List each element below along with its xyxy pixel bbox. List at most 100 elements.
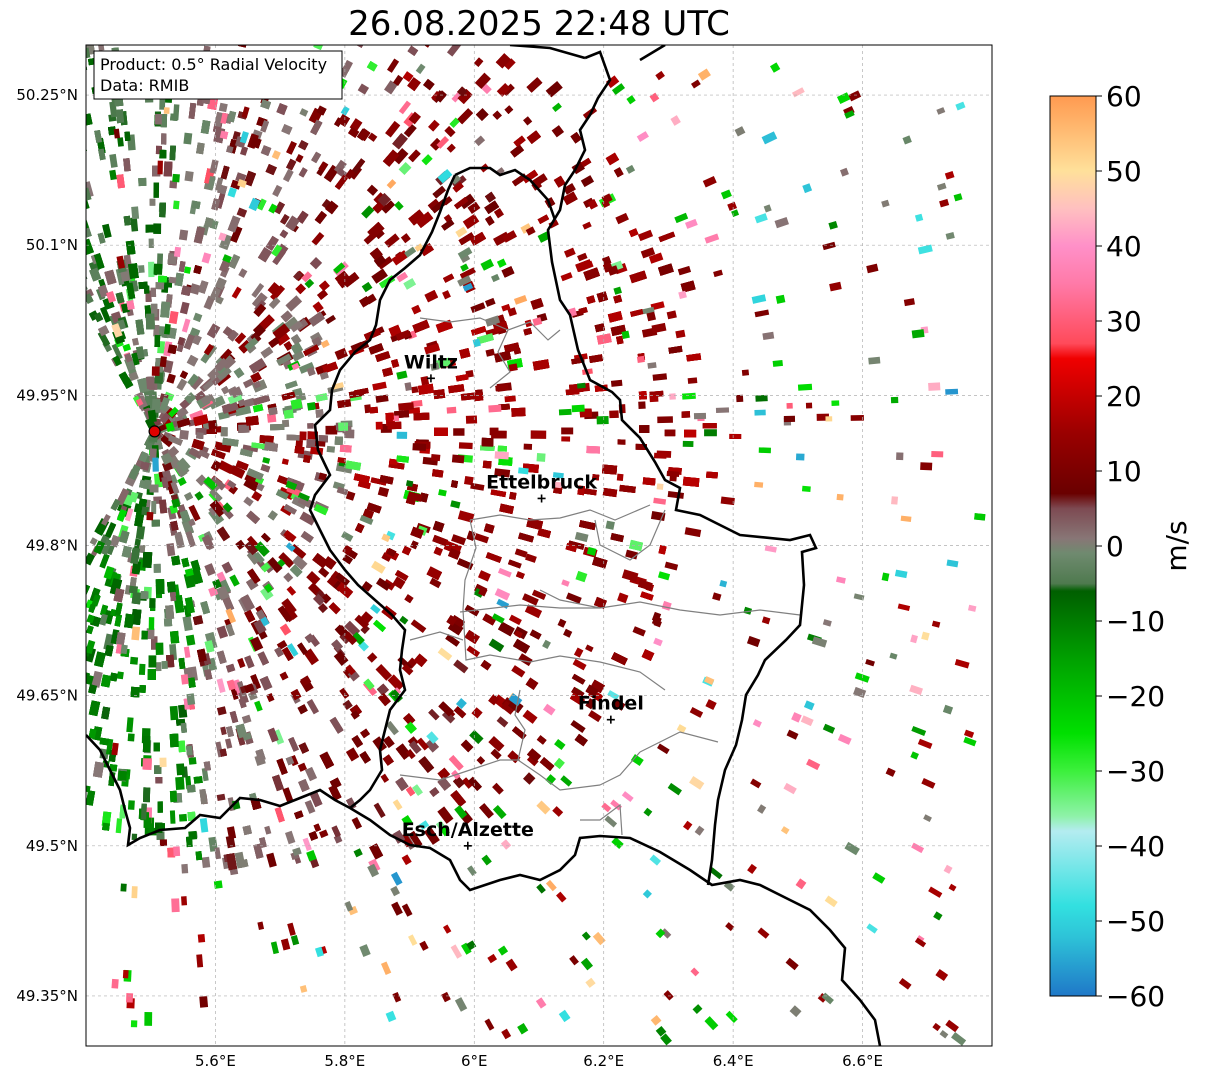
velocity-cell	[641, 649, 655, 661]
velocity-cell	[290, 479, 305, 492]
velocity-cell	[615, 212, 629, 225]
velocity-cell	[351, 735, 364, 748]
velocity-cell	[48, 631, 61, 646]
velocity-cell	[394, 569, 409, 582]
velocity-cell	[51, 788, 60, 797]
velocity-cell	[298, 140, 309, 151]
velocity-cell	[88, 604, 96, 613]
velocity-cell	[10, 164, 23, 178]
velocity-cell	[179, 301, 190, 315]
velocity-cell	[222, 595, 235, 612]
velocity-cell	[158, 823, 165, 830]
velocity-cell	[41, 662, 51, 673]
velocity-cell	[35, 762, 45, 778]
velocity-cell	[369, 0, 380, 9]
velocity-cell	[360, 611, 374, 624]
velocity-cell	[616, 473, 624, 481]
velocity-cell	[372, 736, 388, 753]
velocity-cell	[554, 739, 566, 750]
velocity-cell	[222, 437, 239, 447]
velocity-cell	[337, 457, 347, 464]
velocity-cell	[573, 647, 584, 658]
velocity-cell	[647, 362, 657, 369]
velocity-cell	[408, 831, 423, 848]
velocity-cell	[307, 422, 314, 429]
velocity-cell	[21, 126, 31, 136]
velocity-cell	[481, 83, 492, 95]
velocity-cell	[507, 307, 517, 317]
velocity-cell	[610, 379, 623, 387]
velocity-cell	[215, 277, 227, 290]
velocity-cell	[373, 619, 386, 632]
velocity-cell	[65, 652, 76, 666]
velocity-cell	[159, 757, 167, 768]
velocity-cell	[119, 530, 130, 544]
velocity-cell	[26, 652, 36, 665]
velocity-cell	[242, 397, 256, 409]
velocity-cell	[357, 83, 370, 95]
velocity-cell	[213, 880, 223, 889]
velocity-cell	[553, 175, 566, 188]
velocity-cell	[8, 670, 20, 684]
velocity-cell	[150, 287, 157, 298]
velocity-cell	[146, 628, 155, 640]
velocity-cell	[111, 978, 119, 989]
velocity-cell	[25, 128, 38, 144]
velocity-cell	[76, 149, 84, 157]
velocity-cell	[36, 640, 47, 655]
velocity-cell	[77, 164, 85, 172]
velocity-cell	[526, 130, 542, 144]
velocity-cell	[142, 736, 151, 753]
velocity-cell	[213, 4, 223, 15]
velocity-cell	[71, 135, 81, 146]
velocity-cell	[138, 544, 146, 553]
velocity-cell	[433, 389, 446, 400]
velocity-cell	[637, 579, 653, 591]
velocity-cell	[220, 726, 227, 736]
velocity-cell	[459, 348, 471, 359]
velocity-cell	[468, 776, 482, 792]
velocity-cell	[94, 651, 106, 668]
velocity-cell	[602, 487, 618, 498]
velocity-cell	[318, 829, 329, 839]
velocity-cell	[680, 280, 696, 293]
velocity-cell	[99, 553, 110, 569]
velocity-cell	[67, 639, 76, 653]
velocity-cell	[0, 701, 10, 711]
velocity-cell	[135, 525, 146, 540]
velocity-cell	[382, 367, 393, 377]
velocity-cell	[168, 435, 183, 446]
velocity-cell	[317, 603, 328, 614]
velocity-cell	[303, 344, 320, 357]
velocity-cell	[131, 560, 141, 575]
velocity-cell	[375, 577, 391, 591]
velocity-cell	[149, 198, 156, 206]
velocity-cell	[729, 433, 742, 440]
velocity-cell	[443, 214, 453, 223]
velocity-cell	[220, 165, 230, 180]
velocity-cell	[619, 484, 636, 494]
velocity-cell	[59, 255, 72, 269]
velocity-cell	[451, 534, 467, 546]
velocity-cell	[312, 552, 329, 569]
radial-velocity-layer	[0, 0, 986, 1046]
velocity-cell	[272, 774, 284, 792]
velocity-cell	[411, 400, 423, 408]
velocity-cell	[141, 630, 149, 640]
velocity-cell	[331, 825, 341, 838]
velocity-cell	[63, 155, 75, 168]
velocity-cell	[370, 477, 387, 486]
velocity-cell	[276, 758, 288, 775]
velocity-cell	[170, 481, 180, 495]
velocity-cell	[391, 15, 401, 26]
velocity-cell	[93, 540, 106, 555]
velocity-cell	[237, 45, 248, 48]
velocity-cell	[147, 668, 156, 681]
velocity-cell	[377, 193, 391, 207]
velocity-cell	[653, 452, 667, 459]
velocity-cell	[610, 799, 622, 811]
velocity-cell	[239, 146, 249, 156]
velocity-cell	[159, 839, 168, 847]
velocity-cell	[315, 409, 324, 418]
velocity-cell	[292, 387, 303, 397]
